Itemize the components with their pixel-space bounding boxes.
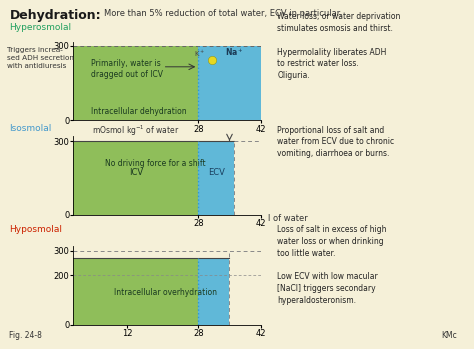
Bar (198, 46, 261, 120)
Text: mOsmol kg$^{-1}$ of water: mOsmol kg$^{-1}$ of water (92, 124, 180, 138)
Text: KMc: KMc (441, 331, 456, 340)
Text: Dehydration:: Dehydration: (9, 9, 101, 22)
Text: Hyperosmolal: Hyperosmolal (9, 23, 72, 32)
Text: K$^+$: K$^+$ (194, 48, 205, 59)
Text: Proportional loss of salt and
water from ECV due to chronic
vomiting, diarrhoea : Proportional loss of salt and water from… (277, 126, 394, 158)
Bar (73, 46, 198, 120)
Text: Intracellular dehydration: Intracellular dehydration (91, 107, 187, 116)
Text: Intracellular overhydration: Intracellular overhydration (114, 288, 217, 297)
Bar (198, 258, 229, 325)
Text: ICV: ICV (129, 169, 143, 177)
Bar (73, 258, 198, 325)
Bar (73, 141, 198, 215)
Text: More than 5% reduction of total water, ECV in particular.: More than 5% reduction of total water, E… (104, 9, 342, 18)
Text: Primarily, water is
dragged out of ICV: Primarily, water is dragged out of ICV (91, 59, 164, 79)
Text: l of water: l of water (268, 214, 308, 223)
Text: Isosmolal: Isosmolal (9, 124, 52, 133)
Text: Loss of salt in excess of high
water loss or when drinking
too little water.

Lo: Loss of salt in excess of high water los… (277, 225, 387, 305)
Text: No driving force for a shift: No driving force for a shift (105, 158, 205, 168)
Text: Hyposmolal: Hyposmolal (9, 225, 63, 234)
Text: Triggers increa-
sed ADH secretion
with antidiuresis: Triggers increa- sed ADH secretion with … (7, 47, 74, 69)
Text: Fig. 24-8: Fig. 24-8 (9, 331, 42, 340)
Bar (198, 141, 234, 215)
Text: Na$^+$: Na$^+$ (225, 46, 243, 58)
Text: ECV: ECV (208, 169, 225, 177)
Text: Water loss, or water deprivation
stimulates osmosis and thirst.

Hypermolality l: Water loss, or water deprivation stimula… (277, 12, 401, 80)
